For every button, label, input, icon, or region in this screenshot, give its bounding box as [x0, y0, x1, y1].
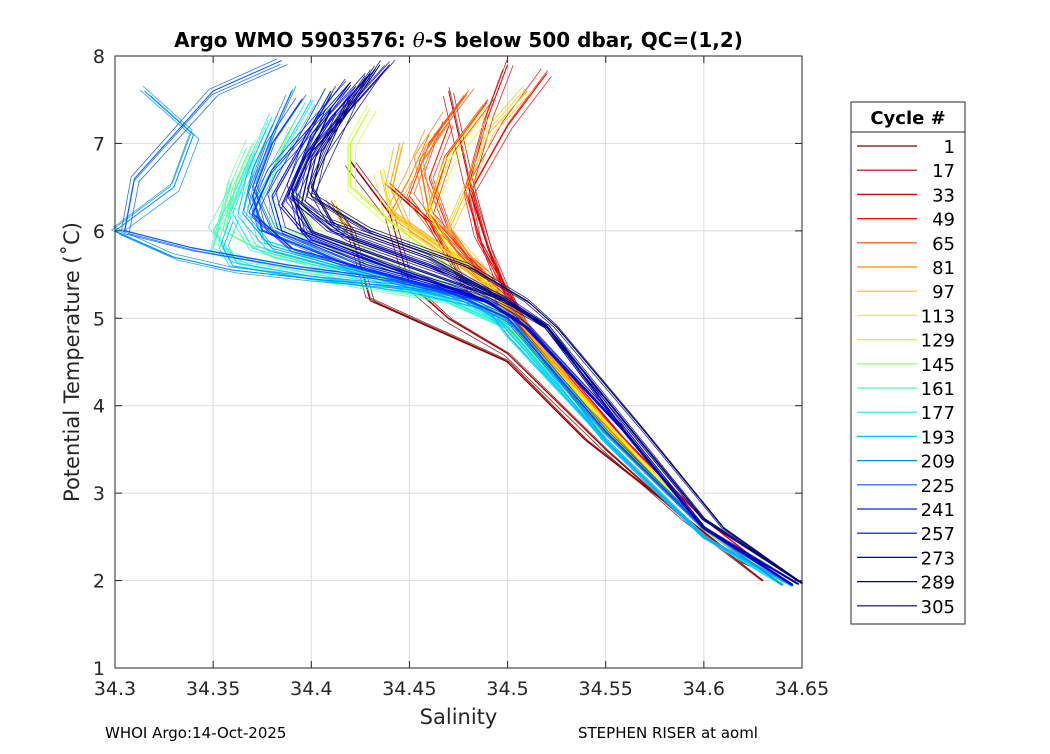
legend-label-cycle-49: 49 — [932, 210, 955, 231]
x-tick-label: 34.3 — [94, 678, 136, 700]
series-line-cycle-281-neighbor — [286, 108, 798, 585]
x-tick-label: 34.35 — [186, 678, 240, 700]
legend-label-cycle-113: 113 — [921, 306, 955, 327]
legend-label-cycle-209: 209 — [921, 452, 955, 473]
y-tick-label: 7 — [93, 133, 105, 155]
x-tick-label: 34.65 — [775, 678, 829, 700]
legend-label-cycle-305: 305 — [921, 597, 955, 618]
series-line-cycle-9-neighbor — [344, 165, 763, 582]
chart-title-theta: θ — [413, 28, 425, 52]
series-line-cycle-217-neighbor — [247, 94, 792, 586]
chart-title-prefix: Argo WMO 5903576: — [174, 28, 413, 52]
legend-label-cycle-1: 1 — [944, 137, 955, 158]
legend-label-cycle-81: 81 — [932, 258, 955, 279]
x-tick-label: 34.55 — [579, 678, 633, 700]
legend-label-cycle-289: 289 — [921, 573, 955, 594]
legend-label-cycle-193: 193 — [921, 427, 955, 448]
legend-label-cycle-129: 129 — [921, 331, 955, 352]
series-line-cycle-297 — [310, 99, 803, 584]
x-axis-label: Salinity — [420, 705, 498, 729]
y-tick-label: 4 — [93, 396, 105, 418]
legend-label-cycle-257: 257 — [921, 524, 955, 545]
legend-label-cycle-97: 97 — [932, 282, 955, 303]
y-tick-label: 1 — [93, 658, 105, 680]
series-line-cycle-305-neighbor — [314, 69, 803, 585]
series-line-cycle-273-neighbor — [295, 59, 800, 584]
legend-title: Cycle # — [870, 108, 945, 129]
footer-credit-right: STEPHEN RISER at aoml — [578, 724, 758, 742]
series-line-cycle-193-neighbor — [218, 222, 792, 587]
x-tick-label: 34.45 — [382, 678, 436, 700]
chart-title: Argo WMO 5903576: θ-S below 500 dbar, QC… — [174, 28, 743, 52]
legend-label-cycle-241: 241 — [921, 500, 955, 521]
series-line-cycle-1-neighbor — [330, 200, 793, 585]
series-lines — [110, 58, 804, 587]
y-tick-label: 6 — [93, 221, 105, 243]
legend: Cycle # 1 17 33 49 65 81 97 113 129 145 161 177 193 20… — [850, 101, 966, 625]
legend-label-cycle-161: 161 — [921, 379, 955, 400]
legend-label-cycle-225: 225 — [921, 476, 955, 497]
y-tick-label: 3 — [93, 483, 105, 505]
x-tick-label: 34.5 — [486, 678, 528, 700]
x-tick-label: 34.4 — [290, 678, 332, 700]
series-line-cycle-305-neighbor — [311, 60, 803, 584]
series-line-cycle-297-neighbor — [306, 101, 802, 584]
y-axis-label: Potential Temperature (˚C) — [60, 222, 84, 502]
y-tick-label: 5 — [93, 308, 105, 330]
legend-label-cycle-65: 65 — [932, 234, 955, 255]
legend-label-cycle-33: 33 — [932, 185, 955, 206]
series-line-cycle-9-neighbor — [350, 162, 764, 582]
series-line-cycle-297-neighbor — [310, 95, 803, 584]
legend-label-cycle-273: 273 — [921, 548, 955, 569]
chart-title-suffix: -S below 500 dbar, QC=(1,2) — [425, 28, 743, 52]
legend-label-cycle-17: 17 — [932, 161, 955, 182]
x-tick-label: 34.6 — [683, 678, 725, 700]
series-line-cycle-201-neighbor — [237, 129, 792, 587]
axes-box — [114, 55, 803, 669]
footer-credit-left: WHOI Argo:14-Oct-2025 — [105, 724, 287, 742]
series-line-cycle-233-neighbor — [247, 97, 792, 586]
y-tick-label: 2 — [93, 571, 105, 593]
legend-box — [850, 101, 966, 625]
legend-label-cycle-177: 177 — [921, 403, 955, 424]
legend-label-cycle-145: 145 — [921, 355, 955, 376]
y-tick-label: 8 — [93, 46, 105, 68]
